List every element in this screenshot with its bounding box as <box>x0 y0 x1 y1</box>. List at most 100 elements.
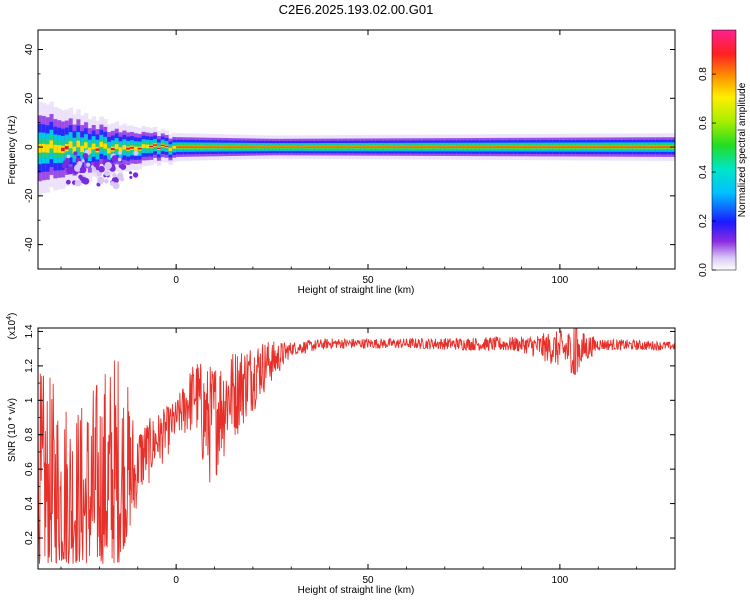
spectrogram-cell <box>344 146 350 148</box>
spectrogram-cell <box>387 146 392 148</box>
spectrogram-cell <box>91 143 97 150</box>
spectrogram-speckle <box>111 155 119 163</box>
spectrogram-cell <box>72 146 77 154</box>
spectrogram-cell <box>414 146 419 148</box>
spectrogram-speckle <box>66 154 71 159</box>
spectrogram-cell <box>130 146 135 149</box>
spectrogram-frame <box>37 29 676 270</box>
spectrogram-cell <box>364 146 369 148</box>
colorbar-tick-label: 0.8 <box>698 67 709 81</box>
spectrogram-cell <box>122 145 127 150</box>
spectrogram-speckle <box>73 151 78 156</box>
spectrogram-speckle <box>82 152 89 159</box>
spectrogram-cell <box>498 146 503 148</box>
spectrogram-cell <box>287 146 292 148</box>
spectrogram-cell <box>640 146 645 148</box>
spectrogram-cell <box>475 146 480 148</box>
spectrogram-cell <box>567 146 572 148</box>
spectrogram-cell <box>352 146 357 148</box>
spectrogram-speckle <box>117 157 122 162</box>
spectrogram-cell <box>233 146 239 148</box>
spectrogram-cell <box>187 146 192 148</box>
x-tick-label: 100 <box>552 275 569 286</box>
spectrogram-cell <box>540 146 546 148</box>
spectrogram-cell <box>559 146 565 148</box>
spectrogram-cell <box>463 146 469 148</box>
spectrogram-cell <box>433 146 438 148</box>
spectrogram-cell <box>218 146 223 148</box>
spectrogram-cell <box>172 145 177 149</box>
spectrogram-cell <box>264 146 269 148</box>
spectrogram-cell <box>164 145 169 148</box>
x-tick-label: 0 <box>173 275 179 286</box>
spectrogram-cell <box>368 146 373 148</box>
spectrogram-cell <box>586 146 592 148</box>
spectrogram-cell <box>460 146 465 148</box>
spectrogram-cell <box>306 146 311 148</box>
spectrogram-cell <box>525 146 530 148</box>
spectrogram-speckle <box>90 165 94 169</box>
spectrogram-cell <box>229 146 235 148</box>
spectrogram-cell <box>341 146 346 148</box>
spectrogram-cell <box>663 146 668 148</box>
spectrogram-speckle <box>112 173 117 178</box>
spectrogram-cell <box>329 146 334 148</box>
spectrogram-cell <box>563 146 569 148</box>
spectrogram-cell <box>651 146 657 148</box>
spectrogram-cell <box>636 146 641 148</box>
spectrogram-cell <box>575 146 580 148</box>
spectrogram-cell <box>149 145 154 148</box>
spectrogram-cell <box>137 147 143 150</box>
spectrogram-cell <box>655 146 661 148</box>
spectrogram-speckle <box>129 171 133 175</box>
spectrogram-speckle <box>74 179 82 187</box>
spectrogram-cell <box>632 146 638 148</box>
spectrogram-cell <box>210 146 216 148</box>
spectrogram-cell <box>214 146 219 148</box>
spectrogram-cell <box>667 146 672 148</box>
y-tick-label: 1.4 <box>24 324 35 338</box>
spectrogram-cell <box>118 147 123 152</box>
spectrogram-cell <box>76 140 81 148</box>
spectrogram-cell <box>318 146 323 148</box>
spectrogram-cell <box>133 146 139 151</box>
spectrogram-cell <box>226 146 231 148</box>
x-tick-label: 0 <box>173 575 179 586</box>
y-tick-label: 0.6 <box>24 462 35 476</box>
colorbar-tick-label: 0.0 <box>698 263 709 277</box>
spectrogram-cell <box>444 146 450 148</box>
spectrogram-cell <box>421 146 427 148</box>
snr-series-line <box>38 328 675 564</box>
spectrogram-cell <box>621 146 626 148</box>
spectrogram-cell <box>53 144 58 153</box>
spectrogram-cell <box>64 146 70 150</box>
spectrogram-cell <box>548 146 553 148</box>
spectrogram-cell <box>513 146 519 148</box>
spectrogram-cell <box>571 146 576 148</box>
spectrogram-cell <box>391 146 396 148</box>
y-tick-label: -20 <box>24 188 35 203</box>
spectrogram-cell <box>590 146 595 148</box>
spectrogram-cell <box>406 146 411 148</box>
spectrogram-cell <box>68 141 74 149</box>
spectrogram-cell <box>107 148 112 154</box>
spectrogram-cell <box>160 144 166 147</box>
spectrogram-cell <box>490 146 496 148</box>
y-tick-label: 0.4 <box>24 496 35 510</box>
y-tick-label: 1.2 <box>24 358 35 372</box>
spectrogram-speckle <box>62 159 69 167</box>
spectrogram-cell <box>176 146 181 148</box>
colorbar-axis: 0.0 0.2 0.4 0.6 0.8 <box>698 67 716 277</box>
spectrogram-panel: 0 50 100 -40 -20 0 20 40 Height of straight li… <box>7 29 676 296</box>
y-tick-label: 0.8 <box>24 427 35 441</box>
spectrogram-cell <box>452 146 457 148</box>
spectrogram-cell <box>237 146 242 148</box>
spectrogram-cell <box>145 144 150 149</box>
spectrogram-cell <box>556 146 561 148</box>
x-tick-label: 50 <box>362 275 374 286</box>
snr-x-axis: 0 50 100 <box>60 328 676 586</box>
spectrogram-cell <box>57 145 62 153</box>
spectrogram-cell <box>156 147 162 150</box>
spectrogram-cell <box>529 146 534 148</box>
spectrogram-cell <box>486 146 492 148</box>
